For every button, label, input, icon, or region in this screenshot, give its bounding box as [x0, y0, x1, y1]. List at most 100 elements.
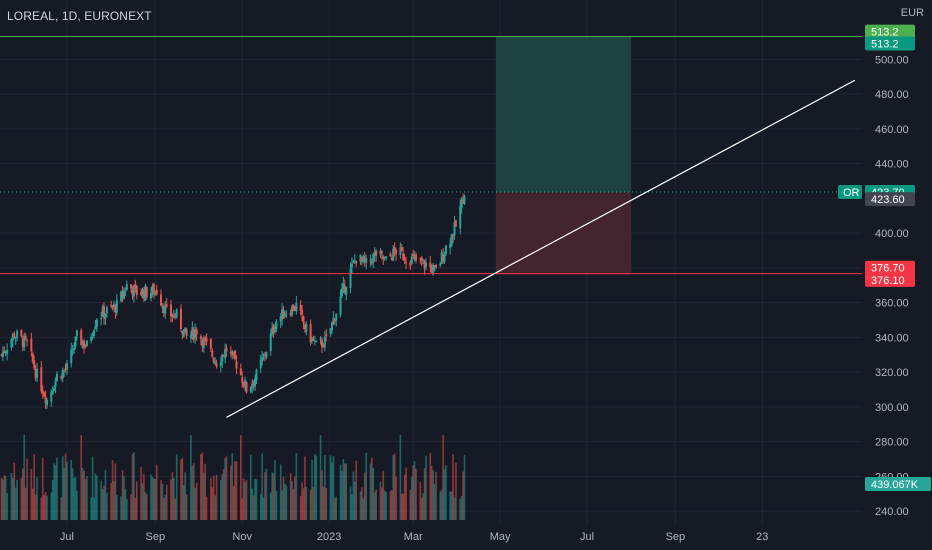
candle-body — [162, 306, 165, 314]
volume-bar — [20, 477, 23, 520]
x-tick-label: Sep — [666, 531, 686, 543]
volume-bar — [439, 491, 442, 520]
candle-body — [323, 336, 326, 348]
volume-bar — [96, 475, 98, 520]
candle-body — [64, 368, 67, 370]
candle-body — [71, 351, 74, 353]
symbol-title[interactable]: LOREAL, 1D, EURONEXT — [7, 9, 152, 23]
volume-bar — [94, 473, 97, 520]
candle-body — [390, 257, 393, 261]
symbol-badge — [838, 184, 862, 199]
volume-bar — [150, 474, 152, 520]
candle-body — [225, 348, 228, 352]
candle-body — [340, 288, 343, 297]
candle-body — [122, 290, 125, 299]
volume-bar — [101, 488, 104, 520]
candle-body — [74, 336, 77, 347]
candle-body — [224, 349, 227, 359]
volume-bar — [180, 459, 182, 520]
volume-bar — [91, 456, 94, 520]
y-tick-label: 340.00 — [875, 332, 909, 344]
volume-bar — [192, 463, 195, 520]
target-zone[interactable] — [495, 36, 632, 193]
candle-body — [229, 352, 232, 354]
candle-body — [41, 390, 44, 395]
volume-bar — [449, 491, 452, 520]
volume-bar — [182, 484, 185, 520]
stop-tag[interactable] — [865, 272, 915, 287]
candle-body — [443, 254, 446, 262]
candle-body — [301, 309, 304, 315]
candle-body — [185, 329, 188, 336]
candle-body — [141, 289, 144, 298]
volume-bar — [64, 453, 67, 520]
trendline[interactable] — [226, 79, 856, 418]
candle-body — [112, 304, 115, 308]
candle-body — [84, 345, 87, 347]
candle-body — [10, 339, 13, 348]
candle-body — [350, 263, 353, 268]
volume-bar — [6, 493, 8, 520]
x-tick-label: 2023 — [317, 531, 341, 543]
volume-bar — [160, 480, 162, 520]
volume-bar — [274, 460, 276, 520]
candle-body — [195, 329, 198, 335]
volume-bar — [86, 476, 88, 520]
volume-bar — [415, 468, 417, 520]
volume-tag — [865, 477, 931, 491]
candle-body — [81, 342, 84, 348]
x-tick-label: Jul — [580, 531, 594, 543]
candle-body — [333, 319, 336, 322]
volume-bar — [391, 490, 393, 520]
candle-body — [40, 367, 43, 392]
candle-body — [30, 338, 33, 352]
candle-body — [409, 262, 412, 266]
volume-bar — [312, 486, 315, 520]
candle-body — [192, 329, 195, 340]
candle-body — [194, 330, 197, 338]
support-tag[interactable] — [865, 260, 915, 275]
volume-bar — [369, 463, 372, 520]
volume-bar — [16, 479, 18, 520]
volume-bar — [295, 452, 298, 520]
candle-body — [410, 256, 413, 264]
candle-body — [241, 376, 244, 384]
candle-body — [249, 386, 252, 392]
symbol-badge-text: OR — [843, 187, 860, 199]
candle-body — [75, 330, 78, 336]
candle-body — [61, 370, 64, 379]
candle-body — [382, 255, 385, 260]
candle-body — [399, 247, 402, 255]
volume-bar — [409, 489, 412, 520]
volume-bar — [131, 453, 134, 520]
candle-body — [36, 368, 39, 379]
volume-bar — [385, 491, 387, 520]
candle-body — [359, 254, 362, 262]
volume-bar — [51, 479, 54, 520]
candle-body — [182, 329, 185, 337]
candle-body — [405, 262, 408, 264]
candle-body — [34, 368, 37, 378]
volume-bar — [31, 488, 34, 520]
candle-body — [413, 256, 416, 259]
volume-bar — [393, 453, 396, 520]
volume-bar — [281, 490, 283, 520]
target-tag-top[interactable] — [865, 24, 915, 39]
volume-bar — [63, 467, 65, 520]
volume-bar — [194, 488, 196, 520]
entry-tag[interactable] — [865, 192, 915, 207]
candle-body — [339, 296, 342, 316]
target-tag[interactable] — [865, 36, 915, 51]
candle-body — [245, 382, 248, 393]
x-tick-label: Jul — [60, 531, 74, 543]
candle-body — [265, 352, 268, 358]
candle-body — [365, 257, 368, 264]
candle-body — [205, 338, 208, 342]
volume-bar — [23, 435, 26, 520]
candle-body — [372, 254, 375, 263]
candle-body — [322, 345, 325, 348]
volume-bar — [211, 487, 214, 520]
volume-bar — [184, 472, 187, 520]
volume-bar — [244, 482, 246, 520]
